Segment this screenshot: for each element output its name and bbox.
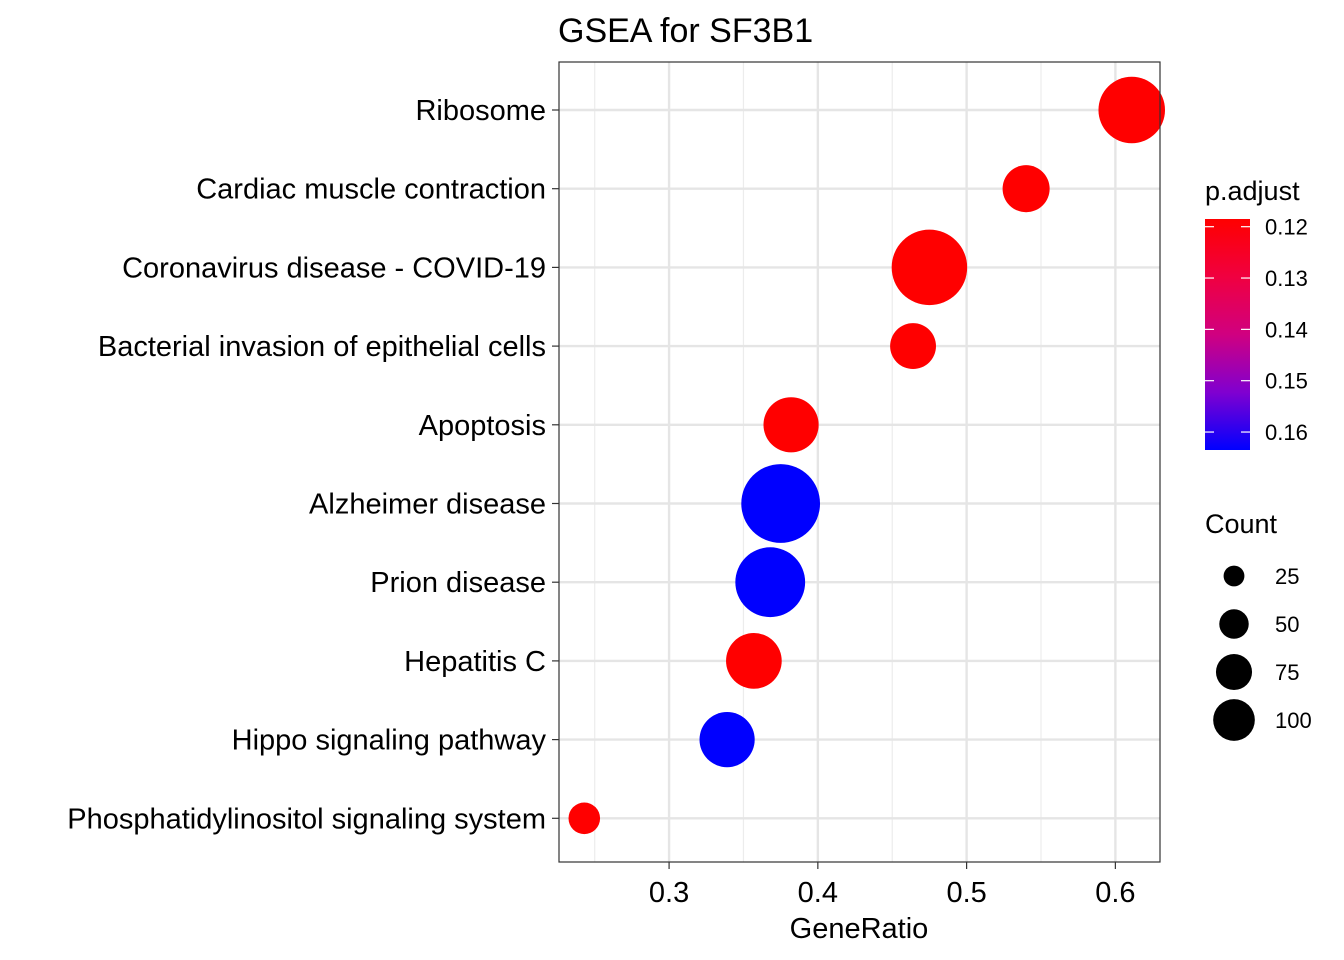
data-point	[890, 323, 936, 370]
y-tick-label: Cardiac muscle contraction	[196, 174, 546, 206]
y-tick-label: Ribosome	[415, 95, 546, 127]
data-point	[568, 802, 601, 835]
color-legend-label: 0.14	[1265, 317, 1308, 342]
x-tick-label: 0.3	[649, 877, 689, 909]
plot-area	[558, 61, 1166, 863]
data-points	[568, 76, 1166, 835]
data-point	[726, 633, 782, 689]
size-legend-label: 75	[1275, 660, 1299, 685]
data-point	[699, 712, 755, 768]
size-legend-label: 25	[1275, 564, 1299, 589]
color-legend-bar	[1205, 219, 1250, 450]
y-tick-label: Prion disease	[370, 567, 546, 599]
size-legend: Count 25 50 75 100	[1205, 509, 1312, 741]
size-legend-key	[1215, 653, 1253, 691]
color-legend-title: p.adjust	[1205, 176, 1300, 206]
size-legend-label: 50	[1275, 612, 1299, 637]
size-legend-key	[1213, 699, 1255, 741]
size-legend-key	[1223, 565, 1245, 587]
data-point	[735, 547, 806, 618]
plot-panel-background	[559, 62, 1160, 862]
data-point	[1098, 76, 1166, 144]
y-tick-label: Apoptosis	[419, 410, 546, 442]
data-point	[763, 397, 819, 453]
plot-panel-border	[558, 61, 1161, 863]
y-tick-label: Phosphatidylinositol signaling system	[67, 803, 546, 835]
y-tick-label: Alzheimer disease	[309, 489, 546, 521]
x-tick-label: 0.6	[1095, 877, 1135, 909]
x-tick-label: 0.5	[946, 877, 986, 909]
size-legend-key	[1219, 609, 1249, 639]
y-tick-label: Coronavirus disease - COVID-19	[122, 252, 546, 284]
size-legend-items: 25 50 75 100	[1213, 564, 1312, 741]
color-legend-label: 0.12	[1265, 215, 1308, 240]
color-legend-ticks: 0.12 0.13 0.14 0.15 0.16	[1205, 215, 1308, 445]
color-legend-label: 0.13	[1265, 266, 1308, 291]
y-tick-label: Bacterial invasion of epithelial cells	[98, 331, 546, 363]
color-legend-label: 0.16	[1265, 420, 1308, 445]
x-axis-title: GeneRatio	[790, 913, 929, 945]
chart-title: GSEA for SF3B1	[558, 12, 813, 50]
size-legend-title: Count	[1205, 509, 1278, 539]
data-point	[891, 229, 968, 306]
y-tick-label: Hepatitis C	[404, 646, 546, 678]
data-point	[1002, 165, 1050, 213]
y-axis: Ribosome Cardiac muscle contraction Corona…	[67, 95, 559, 835]
size-legend-label: 100	[1275, 708, 1312, 733]
x-axis: 0.3 0.4 0.5 0.6	[649, 862, 1136, 909]
color-legend-label: 0.15	[1265, 369, 1308, 394]
data-point	[741, 464, 821, 543]
grid-major	[559, 62, 1160, 862]
color-legend: p.adjust 0.12 0.13 0.14 0.15 0.16	[1205, 176, 1308, 450]
x-tick-label: 0.4	[798, 877, 838, 909]
y-tick-label: Hippo signaling pathway	[232, 725, 547, 757]
